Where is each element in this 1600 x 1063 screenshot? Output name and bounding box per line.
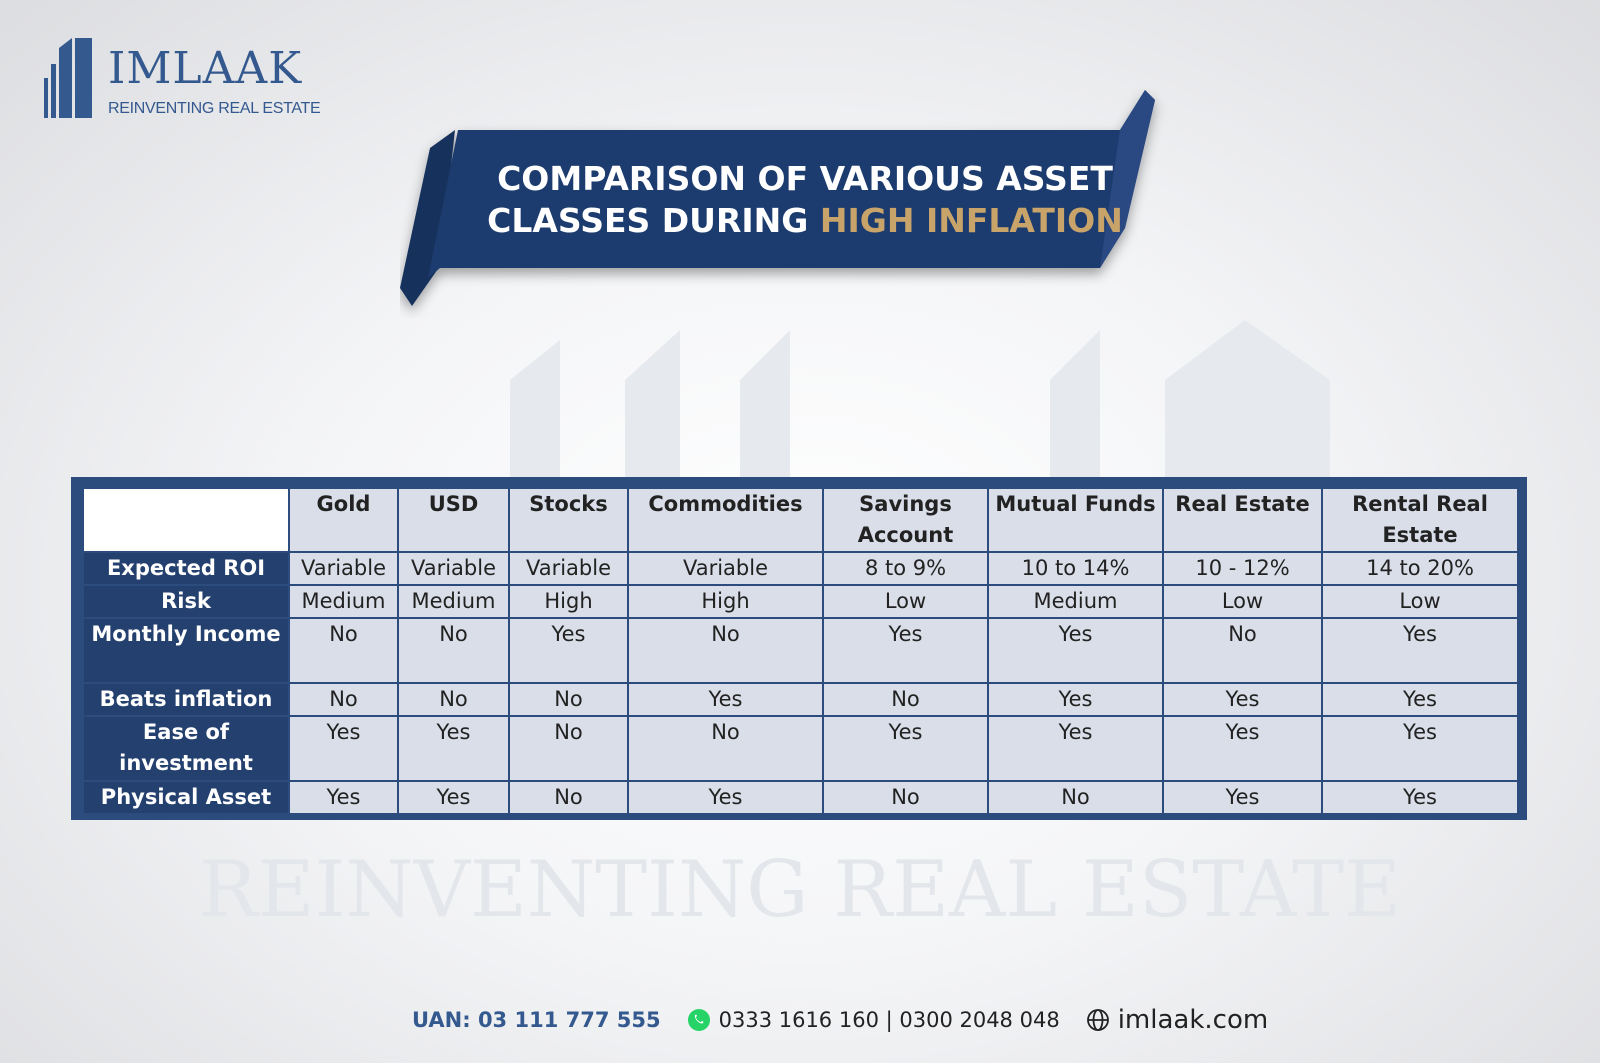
table-cell: No: [627, 617, 824, 684]
asset-comparison-table: Gold USD Stocks Commodities Savings Acco…: [82, 487, 1519, 815]
table-row: Expected ROI Variable Variable Variable Vari…: [82, 551, 1519, 586]
table-cell: No: [288, 617, 399, 684]
row-label: Risk: [82, 584, 290, 619]
table-cell: Variable: [627, 551, 824, 586]
table-cell: 14 to 20%: [1321, 551, 1519, 586]
globe-icon: [1086, 1009, 1109, 1031]
column-header: Rental Real Estate: [1321, 487, 1519, 553]
table-row: Beats inflation No No No Yes No Yes Yes Yes: [82, 682, 1519, 717]
table-cell: Yes: [1321, 780, 1519, 815]
table-cell: High: [508, 584, 629, 619]
table-cell: Yes: [627, 780, 824, 815]
table-cell: Yes: [508, 617, 629, 684]
phone-text: 0333 1616 160 | 0300 2048 048: [718, 1008, 1060, 1032]
table-cell: No: [822, 780, 989, 815]
table-cell: Yes: [397, 780, 510, 815]
table-cell: Yes: [987, 715, 1164, 782]
table-cell: Yes: [987, 617, 1164, 684]
table-cell: Low: [822, 584, 989, 619]
table-cell: No: [508, 780, 629, 815]
table-cell: Variable: [288, 551, 399, 586]
footer-contact: UAN: 03 111 777 555 0333 1616 160 | 0300…: [412, 1000, 1268, 1040]
table-cell: Yes: [1162, 715, 1323, 782]
column-header: Savings Account: [822, 487, 989, 553]
table-cell: Yes: [822, 617, 989, 684]
column-header: Real Estate: [1162, 487, 1323, 553]
table-cell: Yes: [288, 715, 399, 782]
table-cell: Yes: [288, 780, 399, 815]
whatsapp-icon: [687, 1009, 710, 1031]
table-row: Monthly Income No No Yes No Yes Yes No Yes: [82, 617, 1519, 684]
table-cell: No: [822, 682, 989, 717]
table-cell: Variable: [397, 551, 510, 586]
column-header: Commodities: [627, 487, 824, 553]
table-cell: Yes: [822, 715, 989, 782]
column-header: Mutual Funds: [987, 487, 1164, 553]
table-cell: 10 to 14%: [987, 551, 1164, 586]
row-label: Expected ROI: [82, 551, 290, 586]
website-text: imlaak.com: [1117, 1005, 1269, 1035]
table-cell: Yes: [627, 682, 824, 717]
title-ribbon: [400, 90, 1155, 306]
table-header-row: Gold USD Stocks Commodities Savings Acco…: [82, 487, 1519, 553]
watermark-text: REINVENTING REAL ESTATE: [198, 845, 1402, 935]
title-line-2-prefix: CLASSES DURING: [487, 201, 820, 240]
table-cell: 8 to 9%: [822, 551, 989, 586]
table-cell: Low: [1321, 584, 1519, 619]
table-cell: No: [508, 715, 629, 782]
corner-cell: [82, 487, 290, 553]
table-row: Risk Medium Medium High High Low Medium Low Low: [82, 584, 1519, 619]
imlaak-logo: IMLAAK REINVENTING REAL ESTATE: [42, 34, 342, 124]
table-cell: Yes: [1321, 715, 1519, 782]
brand-name: IMLAAK: [108, 43, 303, 94]
table-cell: No: [397, 682, 510, 717]
column-header: Gold: [288, 487, 399, 553]
row-label: Ease of investment: [82, 715, 290, 782]
column-header: USD: [397, 487, 510, 553]
table-cell: High: [627, 584, 824, 619]
uan-number: UAN: 03 111 777 555: [412, 1008, 661, 1032]
table-cell: Yes: [1162, 682, 1323, 717]
phone-numbers: 0333 1616 160 | 0300 2048 048: [687, 1008, 1060, 1032]
table-cell: Yes: [987, 682, 1164, 717]
table-cell: No: [987, 780, 1164, 815]
title-highlight: HIGH INFLATION: [819, 201, 1123, 240]
table-cell: Medium: [288, 584, 399, 619]
table-cell: No: [508, 682, 629, 717]
title-line-1: COMPARISON OF VARIOUS ASSET: [497, 159, 1113, 198]
column-header: Stocks: [508, 487, 629, 553]
row-label: Beats inflation: [82, 682, 290, 717]
page-title: COMPARISON OF VARIOUS ASSET CLASSES DURI…: [480, 158, 1130, 242]
title-line-2: CLASSES DURING HIGH INFLATION: [480, 200, 1130, 242]
table-cell: No: [1162, 617, 1323, 684]
table-cell: No: [627, 715, 824, 782]
table-cell: Medium: [397, 584, 510, 619]
table-cell: 10 - 12%: [1162, 551, 1323, 586]
table-cell: Yes: [1321, 617, 1519, 684]
table-cell: Yes: [1162, 780, 1323, 815]
table-cell: Yes: [1321, 682, 1519, 717]
row-label: Monthly Income: [82, 617, 290, 684]
table-row: Ease of investment Yes Yes No No Yes Yes Yes Yes: [82, 715, 1519, 782]
table-cell: Medium: [987, 584, 1164, 619]
brand-tagline: REINVENTING REAL ESTATE: [108, 100, 321, 117]
table-cell: Low: [1162, 584, 1323, 619]
website-link[interactable]: imlaak.com: [1086, 1005, 1269, 1035]
table-cell: Yes: [397, 715, 510, 782]
table-cell: No: [288, 682, 399, 717]
table-cell: No: [397, 617, 510, 684]
table-cell: Variable: [508, 551, 629, 586]
row-label: Physical Asset: [82, 780, 290, 815]
table-row: Physical Asset Yes Yes No Yes No No Yes Yes: [82, 780, 1519, 815]
building-logo-icon: [44, 38, 92, 118]
